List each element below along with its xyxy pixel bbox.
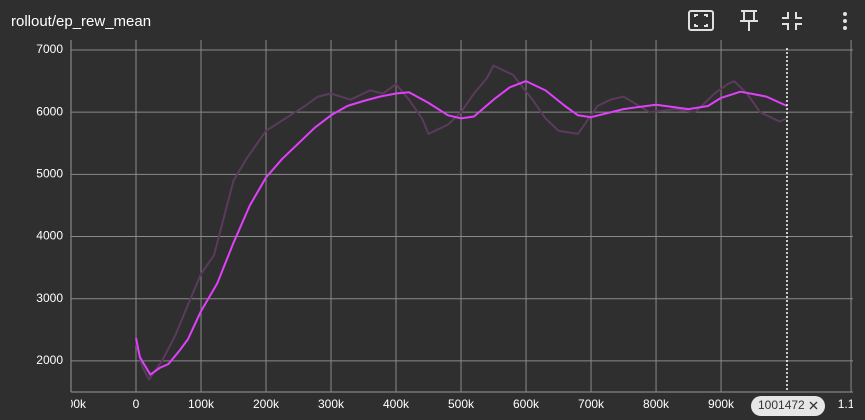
y-tick-label: 2000 — [36, 353, 63, 367]
y-axis: 2000 3000 4000 5000 6000 7000 — [36, 42, 63, 367]
series-line — [135, 64, 788, 381]
cursor-chip-bg — [751, 396, 826, 416]
chart-title: rollout/ep_rew_mean — [11, 13, 151, 30]
series-line — [135, 80, 788, 376]
x-axis: -100k 0 100k 200k 300k 400k 500k 600k 700k 800k 90… — [56, 397, 865, 411]
y-tick-label: 3000 — [36, 291, 63, 305]
x-tick-label: 800k — [643, 397, 670, 411]
cursor-close — [809, 401, 818, 410]
x-tick-label: 600k — [513, 397, 540, 411]
x-tick-label: 700k — [578, 397, 605, 411]
plot — [135, 64, 788, 381]
cursor-label: 1001472 — [758, 398, 805, 412]
cursor-chip[interactable]: 1001472 — [751, 396, 826, 416]
collapse-icon[interactable] — [782, 12, 802, 30]
menu-icon[interactable] — [843, 12, 847, 30]
x-tick-label: -100k — [56, 397, 87, 411]
x-tick-label: 900k — [708, 397, 735, 411]
x-tick-label: 1.1M — [838, 397, 865, 411]
x-tick-label: 500k — [448, 397, 475, 411]
x-tick-label: 100k — [188, 397, 215, 411]
y-tick-label: 7000 — [36, 42, 63, 56]
fit-icon[interactable] — [688, 10, 714, 31]
x-tick-label: 300k — [318, 397, 345, 411]
pin-icon[interactable] — [740, 10, 758, 31]
y-tick-label: 4000 — [36, 229, 63, 243]
x-tick-label: 200k — [253, 397, 280, 411]
y-tick-label: 5000 — [36, 167, 63, 181]
cursor: 1001472 — [751, 48, 826, 416]
grid — [70, 40, 853, 393]
x-tick-label: 400k — [383, 397, 410, 411]
x-tick-label: 0 — [133, 397, 140, 411]
y-tick-label: 6000 — [36, 104, 63, 118]
